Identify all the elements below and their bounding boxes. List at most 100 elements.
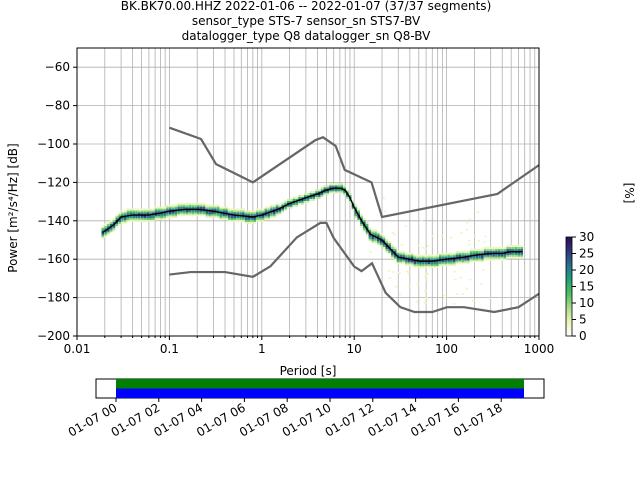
heatmap-cell (317, 194, 321, 198)
heatmap-cell (239, 212, 242, 215)
heatmap-cell (444, 256, 448, 259)
heatmap-cell (211, 214, 214, 217)
heatmap-cell (188, 202, 192, 205)
heatmap-cell (138, 210, 141, 213)
heatmap-outlier-cell (369, 264, 373, 267)
heatmap-cell (458, 252, 462, 255)
heatmap-cell (391, 248, 394, 251)
colorbar-tick-label: 25 (579, 247, 594, 261)
heatmap-outlier-cell (388, 277, 392, 280)
heatmap-cell (391, 246, 394, 249)
heatmap-cell (405, 260, 408, 263)
heatmap-cell (287, 198, 290, 201)
heatmap-cell (337, 185, 341, 188)
heatmap-cell (121, 221, 124, 224)
heatmap-cell (441, 252, 445, 255)
heatmap-cell (509, 252, 512, 255)
heatmap-outlier-cell (468, 217, 472, 220)
heatmap-cell (149, 216, 152, 219)
heatmap-cell (433, 256, 436, 259)
x-tick-label: 10 (347, 342, 362, 356)
heatmap-cell (118, 216, 121, 219)
heatmap-cell (371, 229, 374, 232)
heatmap-cell (267, 216, 270, 219)
heatmap-cell (514, 246, 518, 249)
heatmap-cell (461, 258, 464, 261)
heatmap-cell (303, 200, 307, 203)
heatmap-cell (118, 214, 121, 217)
heatmap-cell (253, 212, 256, 215)
heatmap-cell (166, 208, 169, 211)
heatmap-cell (118, 223, 121, 226)
heatmap-outlier-cell (453, 303, 456, 305)
heatmap-cell (402, 250, 405, 253)
heatmap-cell (121, 217, 124, 221)
heatmap-cell (295, 200, 299, 203)
heatmap-cell (233, 212, 237, 215)
heatmap-cell (132, 210, 135, 213)
heatmap-cell (340, 191, 344, 194)
y-tick-label: −100 (37, 137, 70, 151)
heatmap-cell (168, 216, 172, 219)
heatmap-cell (517, 248, 521, 251)
heatmap-cell (450, 256, 453, 259)
heatmap-cell (258, 208, 262, 211)
heatmap-cell (320, 187, 324, 190)
heatmap-cell (129, 217, 133, 221)
heatmap-cell (416, 262, 419, 265)
heatmap-cell (230, 208, 234, 211)
heatmap-cell (101, 231, 105, 234)
heatmap-cell (199, 210, 203, 213)
heatmap-cell (163, 217, 166, 221)
heatmap-cell (489, 256, 493, 259)
heatmap-cell (250, 214, 254, 217)
heatmap-cell (160, 208, 164, 211)
heatmap-cell (149, 219, 152, 223)
heatmap-cell (152, 216, 155, 219)
heatmap-cell (197, 206, 200, 209)
heatmap-cell (464, 252, 467, 255)
heatmap-cell (399, 260, 403, 263)
heatmap-cell (281, 204, 285, 207)
heatmap-cell (464, 250, 467, 253)
heatmap-cell (270, 216, 273, 219)
heatmap-cell (385, 250, 389, 253)
heatmap-cell (475, 260, 479, 263)
heatmap-cell (272, 212, 276, 215)
heatmap-cell (520, 256, 524, 259)
heatmap-cell (478, 252, 481, 255)
heatmap-cell (483, 250, 487, 253)
heatmap-cell (182, 206, 186, 209)
heatmap-cell (410, 254, 414, 257)
heatmap-cell (343, 192, 346, 196)
heatmap-outlier-cell (387, 270, 391, 272)
heatmap-cell (405, 264, 408, 267)
heatmap-cell (225, 210, 228, 213)
heatmap-cell (278, 210, 282, 213)
heatmap-cell (506, 248, 509, 251)
heatmap-cell (455, 258, 459, 261)
heatmap-cell (469, 252, 473, 255)
heatmap-cell (452, 260, 456, 263)
heatmap-cell (337, 189, 341, 192)
heatmap-cell (413, 262, 417, 265)
heatmap-outlier-cell (468, 239, 471, 242)
heatmap-cell (213, 212, 217, 215)
heatmap-cell (146, 208, 150, 211)
heatmap-cell (399, 262, 403, 265)
heatmap-cell (495, 258, 498, 261)
heatmap-cell (396, 254, 400, 257)
heatmap-cell (264, 216, 268, 219)
heatmap-outlier-cell (391, 271, 395, 273)
heatmap-cell (405, 254, 408, 257)
heatmap-cell (472, 250, 476, 253)
heatmap-cell (317, 189, 321, 192)
heatmap-cell (464, 262, 467, 265)
heatmap-cell (306, 196, 310, 200)
heatmap-cell (410, 260, 414, 263)
heatmap-cell (306, 194, 310, 198)
heatmap-cell (348, 200, 352, 203)
heatmap-cell (104, 227, 107, 230)
colorbar-tick-label: 30 (579, 230, 594, 244)
heatmap-cell (303, 194, 307, 198)
